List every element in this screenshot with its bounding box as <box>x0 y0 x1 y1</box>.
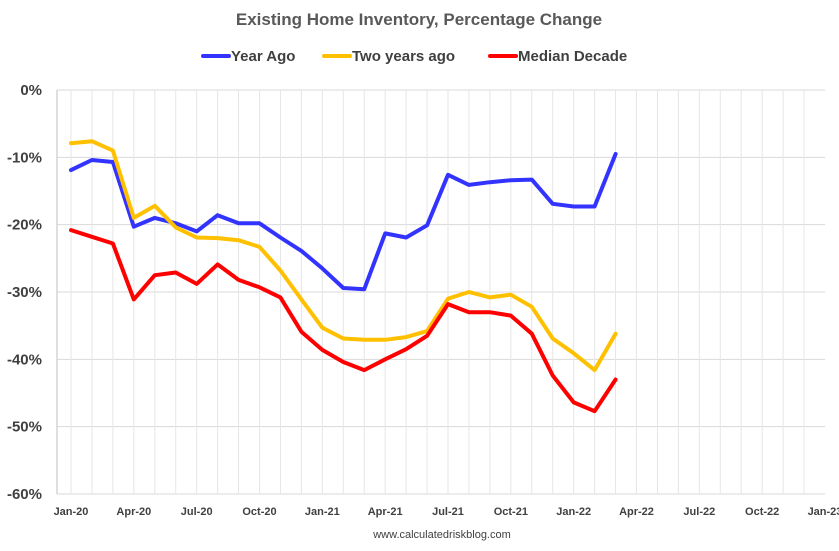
x-tick-label: Jul-22 <box>683 506 715 518</box>
y-tick-label: -30% <box>7 284 42 301</box>
y-tick-label: -20% <box>7 217 42 234</box>
y-tick-label: -60% <box>7 486 42 503</box>
y-tick-label: -50% <box>7 419 42 436</box>
x-tick-label: Jan-22 <box>556 506 591 518</box>
x-tick-label: Oct-22 <box>745 506 779 518</box>
series-line-two-years-ago <box>69 139 618 373</box>
x-tick-label: Jan-20 <box>54 506 89 518</box>
x-tick-label: Apr-20 <box>116 506 151 518</box>
x-tick-label: Jul-21 <box>432 506 464 518</box>
source-label: www.calculatedriskblog.com <box>372 529 511 541</box>
x-tick-label: Oct-21 <box>494 506 528 518</box>
gridlines <box>56 89 825 495</box>
x-tick-label: Oct-20 <box>242 506 276 518</box>
series-lines <box>69 139 618 414</box>
y-tick-label: -10% <box>7 149 42 166</box>
x-tick-label: Jan-21 <box>305 506 340 518</box>
y-axis-ticks: 0% -10% -20% -30% -40% -50% -60% <box>7 82 42 503</box>
series-line-median-decade <box>69 228 618 414</box>
chart-title: Existing Home Inventory, Percentage Chan… <box>236 10 602 29</box>
legend-label: Two years ago <box>352 48 455 65</box>
y-tick-label: -40% <box>7 351 42 368</box>
legend: Year Ago Two years ago Median Decade <box>201 48 627 65</box>
x-tick-label: Apr-22 <box>619 506 654 518</box>
x-tick-label: Jul-20 <box>181 506 213 518</box>
legend-label: Year Ago <box>231 48 295 65</box>
x-axis-ticks: Jan-20 Apr-20 Jul-20 Oct-20 Jan-21 Apr-21 Jul-… <box>54 506 839 518</box>
y-tick-label: 0% <box>20 82 42 99</box>
x-tick-label: Apr-21 <box>368 506 403 518</box>
series-line-year-ago <box>69 152 618 292</box>
legend-label: Median Decade <box>518 48 627 65</box>
x-tick-label: Jan-23 <box>808 506 839 518</box>
